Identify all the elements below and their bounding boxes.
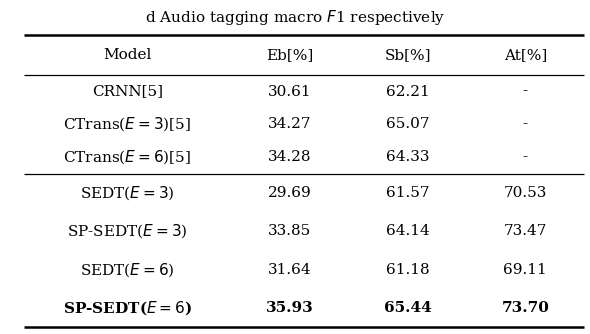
Text: 73.47: 73.47 — [503, 224, 547, 238]
Text: At[%]: At[%] — [504, 48, 547, 62]
Text: 61.57: 61.57 — [386, 186, 430, 200]
Text: -: - — [523, 85, 528, 99]
Text: 31.64: 31.64 — [268, 263, 312, 277]
Text: 62.21: 62.21 — [386, 85, 430, 99]
Text: 64.33: 64.33 — [386, 150, 430, 164]
Text: 64.14: 64.14 — [386, 224, 430, 238]
Text: -: - — [523, 150, 528, 164]
Text: SEDT($E=3$): SEDT($E=3$) — [80, 184, 175, 202]
Text: d Audio tagging macro $F$1 respectively: d Audio tagging macro $F$1 respectively — [145, 8, 445, 27]
Text: SP-SEDT($E=6$): SP-SEDT($E=6$) — [63, 299, 192, 317]
Text: 30.61: 30.61 — [268, 85, 312, 99]
Text: 61.18: 61.18 — [386, 263, 430, 277]
Text: 70.53: 70.53 — [503, 186, 547, 200]
Text: -: - — [523, 118, 528, 131]
Text: Sb[%]: Sb[%] — [384, 48, 431, 62]
Text: 65.44: 65.44 — [384, 301, 431, 315]
Text: Model: Model — [103, 48, 152, 62]
Text: 35.93: 35.93 — [266, 301, 314, 315]
Text: SP-SEDT($E=3$): SP-SEDT($E=3$) — [67, 222, 188, 240]
Text: 69.11: 69.11 — [503, 263, 547, 277]
Text: 29.69: 29.69 — [268, 186, 312, 200]
Text: Eb[%]: Eb[%] — [266, 48, 313, 62]
Text: 34.27: 34.27 — [268, 118, 312, 131]
Text: CRNN[5]: CRNN[5] — [92, 85, 163, 99]
Text: 65.07: 65.07 — [386, 118, 430, 131]
Text: CTrans($E=6$)[5]: CTrans($E=6$)[5] — [63, 148, 191, 166]
Text: CTrans($E=3$)[5]: CTrans($E=3$)[5] — [63, 116, 191, 133]
Text: 73.70: 73.70 — [502, 301, 549, 315]
Text: 34.28: 34.28 — [268, 150, 312, 164]
Text: SEDT($E=6$): SEDT($E=6$) — [80, 261, 175, 279]
Text: 33.85: 33.85 — [268, 224, 312, 238]
